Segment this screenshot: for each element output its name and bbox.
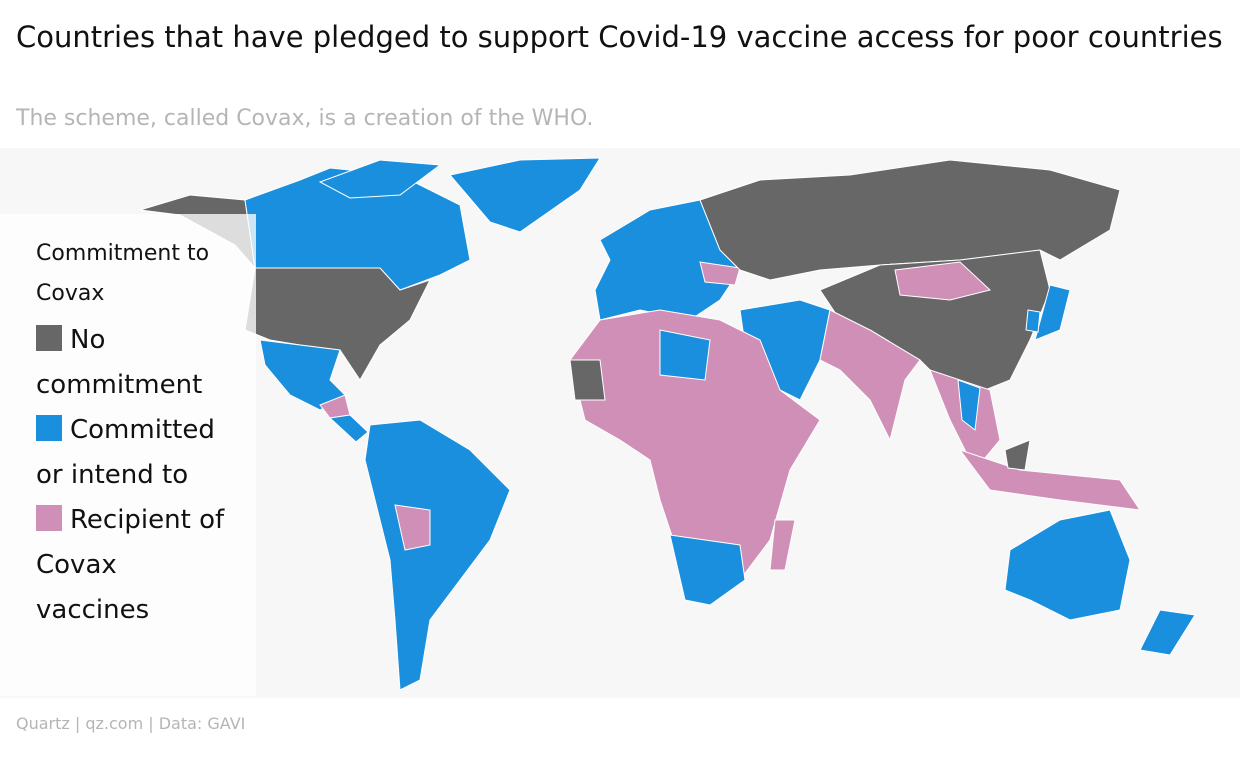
region (1025, 309, 1041, 333)
region (669, 534, 746, 606)
region (1139, 609, 1196, 656)
legend: Commitment to Covax No commitment Committ… (0, 214, 256, 696)
region (569, 359, 606, 401)
region (1034, 284, 1071, 341)
legend-label: No commitment (36, 325, 203, 400)
region (364, 419, 511, 691)
legend-swatch (36, 325, 62, 351)
legend-label: Committed or intend to (36, 415, 215, 490)
region (958, 449, 1142, 511)
region (894, 261, 992, 301)
legend-item: Committed or intend to (36, 408, 226, 498)
region (569, 309, 821, 601)
chart-subtitle: The scheme, called Covax, is a creation … (16, 106, 594, 131)
region (659, 329, 711, 381)
legend-item: Recipient of Covax vaccines (36, 498, 226, 633)
region (244, 267, 431, 381)
legend-swatch (36, 505, 62, 531)
chart-title: Countries that have pledged to support C… (16, 20, 1223, 54)
source: Quartz | qz.com | Data: GAVI (16, 714, 246, 733)
region (957, 379, 981, 431)
region (394, 504, 431, 551)
region (819, 309, 921, 442)
region (699, 159, 1121, 281)
legend-title: Commitment to Covax (36, 241, 210, 306)
region (318, 159, 442, 199)
legend-items: No commitment Committed or intend to Recip… (36, 318, 256, 633)
region (1004, 509, 1131, 621)
region (594, 199, 741, 321)
region (1004, 439, 1031, 471)
legend-swatch (36, 415, 62, 441)
region (769, 519, 796, 571)
region (328, 414, 369, 443)
region (699, 261, 741, 286)
legend-label: Recipient of Covax vaccines (36, 505, 225, 625)
region (449, 157, 601, 233)
legend-item: No commitment (36, 318, 226, 408)
